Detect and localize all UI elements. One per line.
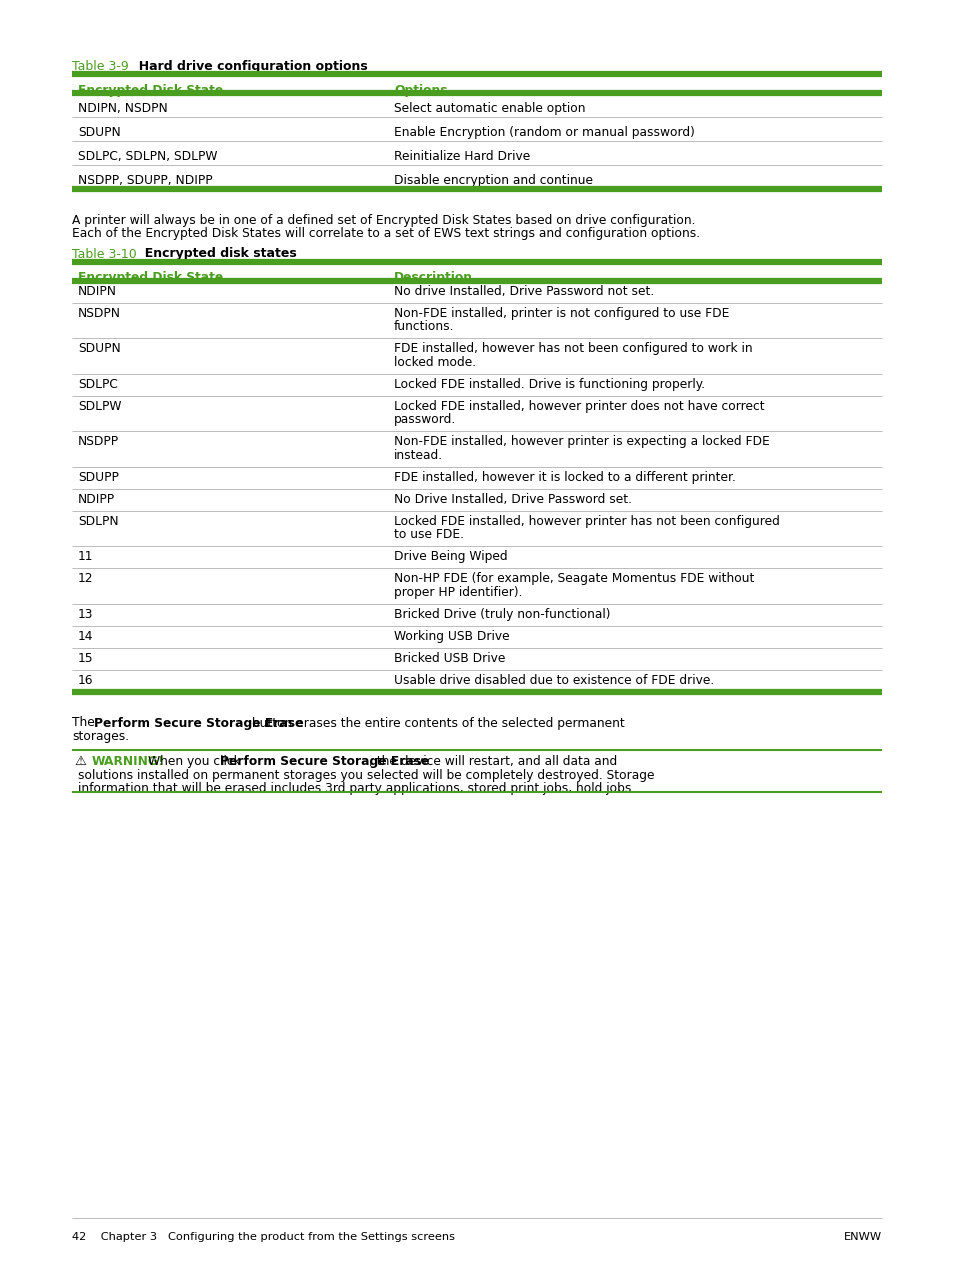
- Text: Usable drive disabled due to existence of FDE drive.: Usable drive disabled due to existence o…: [394, 674, 714, 687]
- Text: ENWW: ENWW: [843, 1232, 882, 1242]
- Text: Locked FDE installed. Drive is functioning properly.: Locked FDE installed. Drive is functioni…: [394, 377, 704, 391]
- Text: NSDPP, SDUPP, NDIPP: NSDPP, SDUPP, NDIPP: [78, 174, 213, 187]
- Text: Encrypted disk states: Encrypted disk states: [136, 248, 296, 260]
- Text: 15: 15: [78, 652, 93, 664]
- Text: Each of the Encrypted Disk States will correlate to a set of EWS text strings an: Each of the Encrypted Disk States will c…: [71, 227, 700, 240]
- Text: Bricked Drive (truly non-functional): Bricked Drive (truly non-functional): [394, 608, 610, 621]
- Text: locked mode.: locked mode.: [394, 356, 476, 368]
- Text: password.: password.: [394, 413, 456, 427]
- Text: SDLPW: SDLPW: [78, 400, 121, 413]
- Text: WARNING!: WARNING!: [91, 754, 165, 768]
- Text: SDLPN: SDLPN: [78, 514, 118, 528]
- Text: NDIPN: NDIPN: [78, 284, 117, 297]
- Text: NSDPN: NSDPN: [78, 307, 121, 320]
- Text: SDUPN: SDUPN: [78, 342, 121, 356]
- Text: Perform Secure Storage Erase: Perform Secure Storage Erase: [220, 754, 429, 768]
- Text: Bricked USB Drive: Bricked USB Drive: [394, 652, 505, 664]
- Text: SDUPP: SDUPP: [78, 471, 119, 484]
- Text: functions.: functions.: [394, 320, 454, 333]
- Text: information that will be erased includes 3rd party applications, stored print jo: information that will be erased includes…: [78, 782, 635, 795]
- Text: SDLPC: SDLPC: [78, 377, 118, 391]
- Text: proper HP identifier).: proper HP identifier).: [394, 585, 522, 598]
- Text: No Drive Installed, Drive Password set.: No Drive Installed, Drive Password set.: [394, 493, 631, 505]
- Text: Perform Secure Storage Erase: Perform Secure Storage Erase: [94, 716, 303, 729]
- Text: Table 3-10: Table 3-10: [71, 248, 136, 260]
- Text: 12: 12: [78, 573, 93, 585]
- Text: Non-FDE installed, however printer is expecting a locked FDE: Non-FDE installed, however printer is ex…: [394, 436, 769, 448]
- Text: 14: 14: [78, 630, 93, 643]
- Text: A printer will always be in one of a defined set of Encrypted Disk States based : A printer will always be in one of a def…: [71, 215, 695, 227]
- Text: NDIPP: NDIPP: [78, 493, 115, 505]
- Text: 11: 11: [78, 550, 93, 564]
- Text: NSDPP: NSDPP: [78, 436, 119, 448]
- Text: Reinitialize Hard Drive: Reinitialize Hard Drive: [394, 150, 530, 163]
- Text: SDLPC, SDLPN, SDLPW: SDLPC, SDLPN, SDLPW: [78, 150, 217, 163]
- Text: SDUPN: SDUPN: [78, 126, 121, 140]
- Text: FDE installed, however it is locked to a different printer.: FDE installed, however it is locked to a…: [394, 471, 735, 484]
- Text: 13: 13: [78, 608, 93, 621]
- Text: to use FDE.: to use FDE.: [394, 528, 463, 541]
- Text: Drive Being Wiped: Drive Being Wiped: [394, 550, 507, 564]
- Text: No drive Installed, Drive Password not set.: No drive Installed, Drive Password not s…: [394, 284, 654, 297]
- Text: Select automatic enable option: Select automatic enable option: [394, 102, 585, 116]
- Text: instead.: instead.: [394, 448, 442, 462]
- Text: The: The: [71, 716, 98, 729]
- Text: Non-FDE installed, printer is not configured to use FDE: Non-FDE installed, printer is not config…: [394, 307, 729, 320]
- Text: Encrypted Disk State: Encrypted Disk State: [78, 272, 223, 284]
- Text: Enable Encryption (random or manual password): Enable Encryption (random or manual pass…: [394, 126, 694, 140]
- Text: button erases the entire contents of the selected permanent: button erases the entire contents of the…: [248, 716, 624, 729]
- Text: 42    Chapter 3   Configuring the product from the Settings screens: 42 Chapter 3 Configuring the product fro…: [71, 1232, 455, 1242]
- Text: Working USB Drive: Working USB Drive: [394, 630, 509, 643]
- Text: When you click: When you click: [148, 754, 244, 768]
- Text: Disable encryption and continue: Disable encryption and continue: [394, 174, 593, 187]
- Text: Description: Description: [394, 272, 473, 284]
- Text: Locked FDE installed, however printer has not been configured: Locked FDE installed, however printer ha…: [394, 514, 779, 528]
- Text: storages.: storages.: [71, 730, 129, 743]
- Text: Non-HP FDE (for example, Seagate Momentus FDE without: Non-HP FDE (for example, Seagate Momentu…: [394, 573, 754, 585]
- Text: 16: 16: [78, 674, 93, 687]
- Text: Options: Options: [394, 84, 447, 97]
- Text: Locked FDE installed, however printer does not have correct: Locked FDE installed, however printer do…: [394, 400, 763, 413]
- Text: , the device will restart, and all data and: , the device will restart, and all data …: [369, 754, 617, 768]
- Text: Table 3-9: Table 3-9: [71, 60, 129, 72]
- Text: FDE installed, however has not been configured to work in: FDE installed, however has not been conf…: [394, 342, 752, 356]
- Text: ⚠: ⚠: [74, 754, 86, 768]
- Text: Hard drive configuration options: Hard drive configuration options: [130, 60, 367, 72]
- Text: Encrypted Disk State: Encrypted Disk State: [78, 84, 223, 97]
- Text: NDIPN, NSDPN: NDIPN, NSDPN: [78, 102, 168, 116]
- Text: solutions installed on permanent storages you selected will be completely destro: solutions installed on permanent storage…: [78, 768, 654, 781]
